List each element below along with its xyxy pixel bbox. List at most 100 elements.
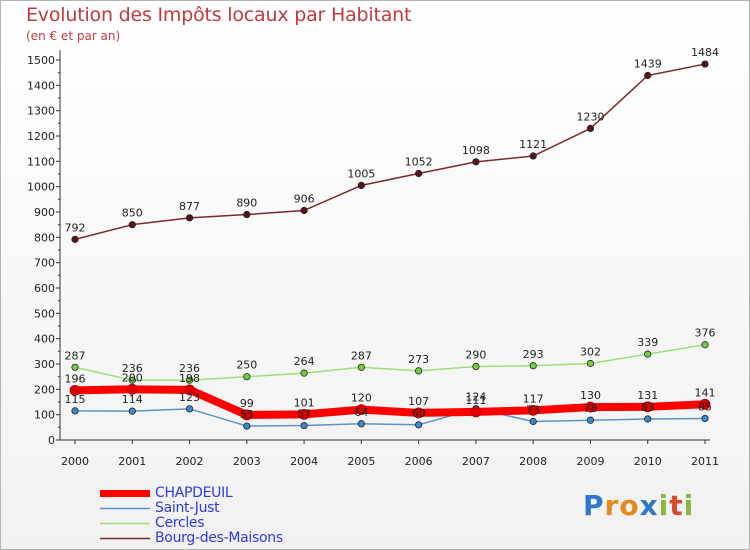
data-label: 123 bbox=[179, 391, 200, 404]
data-label: 107 bbox=[408, 395, 429, 408]
data-point bbox=[185, 405, 194, 413]
data-label: 85 bbox=[698, 400, 712, 413]
data-point bbox=[472, 158, 480, 166]
legend-swatch-cercles bbox=[100, 522, 150, 525]
data-label: 287 bbox=[351, 349, 372, 362]
data-point bbox=[355, 404, 367, 416]
data-point bbox=[527, 404, 539, 416]
data-point bbox=[357, 363, 365, 371]
data-label: 339 bbox=[637, 336, 658, 349]
data-label: 114 bbox=[122, 393, 143, 406]
data-label: 55 bbox=[240, 408, 254, 421]
data-point bbox=[644, 350, 652, 358]
data-label: 78 bbox=[583, 402, 597, 415]
data-point bbox=[184, 384, 195, 396]
x-tick-label: 2007 bbox=[462, 455, 490, 468]
x-tick-label: 2002 bbox=[176, 455, 204, 468]
data-point bbox=[357, 181, 365, 189]
data-label: 115 bbox=[65, 393, 86, 406]
data-point bbox=[241, 409, 253, 421]
data-label: 196 bbox=[65, 372, 86, 385]
data-label: 1098 bbox=[462, 144, 490, 157]
y-tick-label: 900 bbox=[34, 206, 55, 219]
data-label: 877 bbox=[179, 200, 200, 213]
data-label: 1052 bbox=[405, 155, 433, 168]
data-label: 64 bbox=[354, 406, 368, 419]
data-label: 264 bbox=[294, 355, 315, 368]
data-point bbox=[472, 362, 480, 371]
data-label: 130 bbox=[580, 389, 601, 402]
data-label: 111 bbox=[465, 394, 486, 407]
data-label: 250 bbox=[236, 359, 257, 372]
data-label: 57 bbox=[297, 408, 311, 421]
data-label: 200 bbox=[122, 371, 143, 384]
y-tick-label: 1200 bbox=[27, 130, 55, 143]
x-tick-label: 2000 bbox=[61, 455, 89, 468]
data-point bbox=[300, 421, 308, 430]
y-tick-label: 1000 bbox=[27, 181, 55, 194]
proxiti-logo: Proxiti bbox=[583, 489, 694, 522]
data-point bbox=[243, 422, 251, 430]
data-point bbox=[126, 383, 138, 395]
data-point bbox=[529, 152, 537, 160]
legend-swatch-bourg-des-maisons bbox=[100, 537, 150, 540]
data-point bbox=[357, 420, 365, 428]
data-point bbox=[128, 221, 136, 229]
data-point bbox=[529, 417, 537, 426]
logo-letter: o bbox=[619, 489, 640, 522]
y-tick-label: 0 bbox=[48, 434, 55, 447]
data-point bbox=[586, 124, 595, 132]
data-label: 302 bbox=[580, 345, 601, 358]
data-label: 101 bbox=[294, 396, 315, 409]
data-point bbox=[71, 363, 79, 371]
y-tick-label: 800 bbox=[34, 231, 55, 244]
data-point bbox=[300, 206, 308, 215]
data-label: 99 bbox=[240, 397, 254, 410]
data-point bbox=[71, 407, 79, 415]
x-tick-label: 2011 bbox=[691, 455, 719, 468]
legend-item-bourg-des-maisons: Bourg-des-Maisons bbox=[100, 531, 283, 546]
data-label: 120 bbox=[351, 392, 372, 405]
data-point bbox=[185, 376, 194, 384]
data-label: 124 bbox=[465, 391, 486, 404]
logo-letter: x bbox=[639, 489, 659, 522]
x-tick-label: 2005 bbox=[347, 455, 375, 468]
data-point bbox=[415, 169, 423, 178]
legend-item-cercles: Cercles bbox=[100, 516, 283, 531]
y-tick-label: 1300 bbox=[27, 105, 55, 118]
data-label: 376 bbox=[695, 327, 716, 340]
legend-label-bourg-des-maisons: Bourg-des-Maisons bbox=[155, 530, 283, 546]
data-label: 117 bbox=[523, 392, 544, 405]
data-point bbox=[644, 71, 652, 80]
y-tick-label: 100 bbox=[34, 409, 55, 422]
y-tick-label: 400 bbox=[34, 333, 55, 346]
data-point bbox=[185, 214, 194, 222]
legend-swatch-saint-just bbox=[100, 507, 150, 510]
x-tick-label: 2010 bbox=[634, 455, 662, 468]
data-label: 141 bbox=[695, 386, 716, 399]
data-point bbox=[243, 373, 251, 381]
data-point bbox=[586, 359, 595, 368]
data-label: 83 bbox=[641, 401, 655, 414]
series-line bbox=[74, 407, 706, 427]
legend-label-chapdeuil: CHAPDEUIL bbox=[155, 485, 233, 501]
x-tick-label: 2006 bbox=[405, 455, 433, 468]
data-point bbox=[128, 376, 136, 384]
data-point bbox=[128, 407, 136, 415]
data-label: 1484 bbox=[691, 46, 719, 59]
y-tick-label: 1500 bbox=[27, 54, 55, 67]
legend-item-saint-just: Saint-Just bbox=[100, 501, 283, 516]
data-label: 792 bbox=[65, 221, 86, 234]
data-point bbox=[298, 409, 310, 420]
logo-letter: t bbox=[669, 489, 684, 522]
y-tick-label: 200 bbox=[34, 383, 55, 396]
data-label: 850 bbox=[122, 207, 143, 220]
chart-title: Evolution des Impôts locaux par Habitant bbox=[26, 4, 412, 26]
series-line bbox=[71, 385, 709, 419]
y-tick-label: 500 bbox=[34, 307, 55, 320]
data-label: 290 bbox=[465, 349, 486, 362]
series-line bbox=[74, 343, 706, 381]
legend-item-chapdeuil: CHAPDEUIL bbox=[100, 486, 283, 501]
data-point bbox=[529, 362, 537, 370]
logo-letter: P bbox=[583, 489, 605, 522]
